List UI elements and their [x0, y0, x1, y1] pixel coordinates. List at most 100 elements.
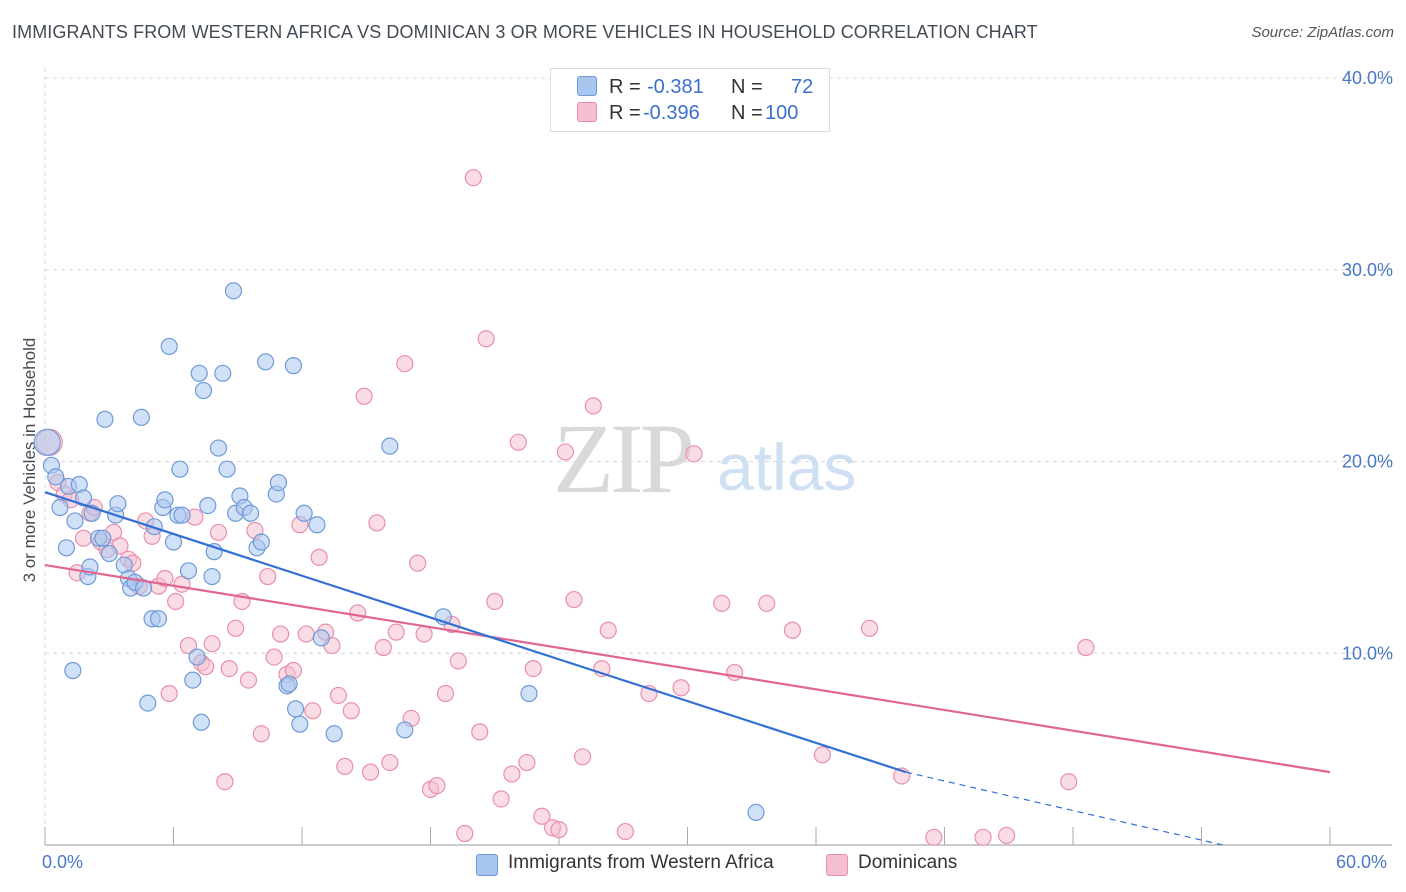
pink-point [179, 636, 198, 655]
blue-point [252, 533, 270, 551]
blue-point [51, 498, 69, 517]
blue-point [381, 437, 399, 455]
legend-swatch-pink [826, 854, 848, 876]
pink-point [329, 686, 348, 705]
r-value-pink: -0.396 [643, 102, 700, 124]
blue-point [171, 460, 189, 478]
blue-point [325, 725, 343, 743]
r-value-blue: -0.381 [647, 76, 704, 98]
pink-point [685, 445, 703, 463]
n-label-pink: N = [731, 102, 763, 124]
blue-point [192, 713, 210, 731]
pink-swatch [577, 102, 597, 122]
stats-box: R = -0.381 N = 72 R = -0.396 N = 100 [550, 68, 830, 132]
blue-point [284, 357, 303, 375]
blue-point [109, 495, 127, 513]
pink-point [209, 523, 228, 542]
pink-point [156, 569, 174, 588]
blue-trend-line [44, 491, 907, 774]
x-tick-label-max: 60.0% [1336, 852, 1388, 872]
pink-point [449, 652, 467, 670]
pink-point [758, 594, 776, 612]
pink-point [387, 623, 405, 641]
pink-point [355, 387, 373, 405]
pink-trend-line [44, 563, 1331, 774]
pink-point [396, 355, 414, 373]
blue-point [94, 529, 112, 547]
r-label-pink: R = [609, 102, 641, 124]
pink-point [160, 684, 178, 703]
n-value-pink: 100 [765, 102, 799, 124]
blue-point [179, 562, 198, 580]
blue-point [396, 721, 414, 739]
pink-point [584, 397, 602, 415]
legend-label-western-africa: Immigrants from Western Africa [508, 852, 774, 873]
pink-point [783, 621, 802, 639]
blue-point [256, 353, 275, 371]
y-tick-label: 20.0% [1342, 452, 1393, 472]
blue-point [280, 675, 298, 693]
y-tick-label: 30.0% [1342, 260, 1393, 280]
pink-point [464, 169, 482, 187]
pink-point [297, 625, 315, 643]
blue-point [520, 684, 538, 703]
blue-point [57, 539, 76, 557]
legend-label-dominicans: Dominicans [858, 852, 958, 873]
pink-point [565, 590, 583, 609]
pink-point [672, 679, 690, 697]
pink-point [310, 548, 328, 566]
pink-point [271, 625, 290, 643]
pink-point [599, 621, 617, 639]
pink-point [227, 619, 245, 637]
pink-point [239, 671, 258, 689]
pink-point [533, 807, 551, 825]
blue-point [312, 629, 330, 647]
blue-point [100, 544, 118, 563]
blue-point [173, 506, 191, 524]
pink-point [342, 702, 360, 720]
pink-point [220, 659, 238, 678]
pink-point [616, 822, 634, 841]
pink-point [374, 638, 392, 657]
blue-point [291, 715, 309, 733]
pink-point [381, 753, 399, 772]
pink-point [304, 702, 322, 720]
blue-point [139, 694, 157, 712]
pink-point [974, 828, 992, 846]
pink-point [259, 567, 277, 586]
blue-point [308, 516, 326, 534]
pink-point [492, 790, 510, 808]
blue-point [269, 473, 288, 492]
pink-point [368, 514, 386, 532]
blue-point [242, 504, 260, 522]
blue-point [47, 468, 65, 486]
blue-point [33, 428, 61, 456]
blue-point [132, 408, 150, 426]
blue-point [194, 381, 213, 400]
pink-point [509, 433, 527, 451]
pink-point [456, 824, 474, 843]
pink-point [713, 594, 731, 612]
blue-point [286, 700, 305, 718]
pink-point [409, 554, 427, 572]
pink-point [518, 753, 536, 772]
pink-point [813, 746, 832, 764]
pink-point [471, 723, 489, 741]
pink-point [925, 828, 943, 846]
pink-point [477, 330, 495, 348]
pink-point [503, 765, 521, 783]
pink-point [524, 659, 542, 678]
pink-point [860, 619, 879, 637]
blue-point [295, 504, 313, 522]
pink-point [436, 684, 455, 703]
x-tick-label-min: 0.0% [42, 852, 84, 872]
blue-point [74, 489, 93, 507]
pink-point [415, 625, 433, 643]
pink-point [573, 748, 592, 766]
blue-point [156, 491, 174, 509]
legend-swatch-blue [476, 854, 498, 876]
blue-point [66, 512, 84, 530]
watermark-atlas: atlas [717, 430, 856, 504]
blue-point [184, 671, 202, 689]
